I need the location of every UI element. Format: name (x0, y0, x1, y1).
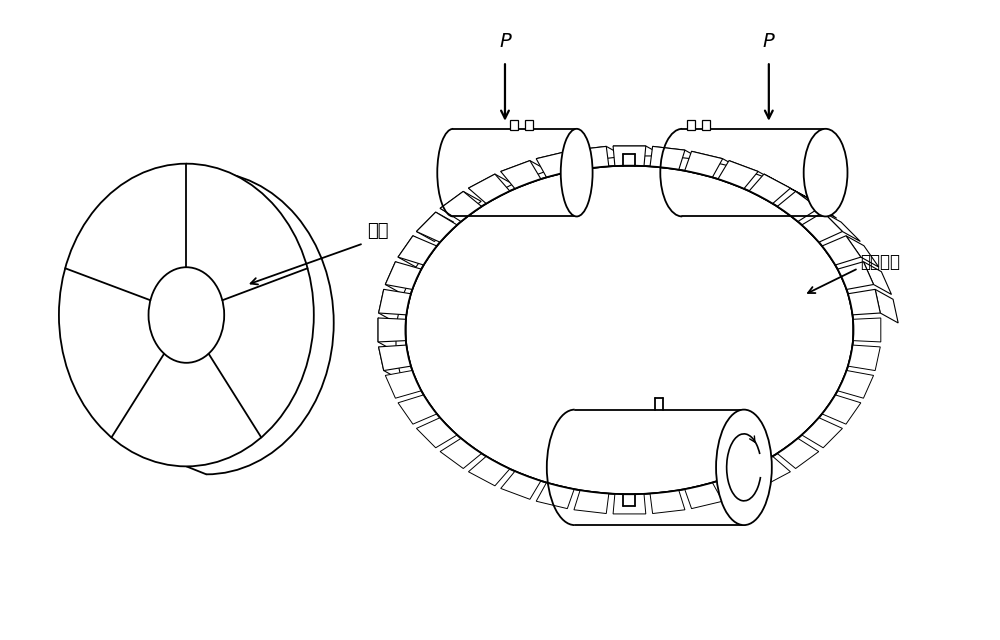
Polygon shape (685, 151, 723, 177)
Polygon shape (416, 212, 454, 241)
Polygon shape (379, 347, 402, 381)
Polygon shape (398, 395, 437, 424)
Polygon shape (385, 371, 421, 398)
Bar (525, 120, 533, 130)
Bar (687, 120, 695, 130)
Polygon shape (398, 236, 431, 267)
Polygon shape (574, 147, 624, 160)
Polygon shape (416, 212, 457, 242)
Polygon shape (692, 151, 741, 169)
Polygon shape (838, 262, 874, 289)
Polygon shape (838, 371, 874, 398)
Polygon shape (802, 418, 842, 448)
Polygon shape (822, 236, 861, 265)
Polygon shape (613, 494, 646, 514)
Polygon shape (379, 289, 411, 315)
Polygon shape (653, 147, 703, 160)
Polygon shape (416, 418, 457, 448)
Polygon shape (468, 456, 510, 486)
Polygon shape (848, 345, 880, 371)
Ellipse shape (716, 410, 772, 525)
Text: 试样: 试样 (368, 222, 389, 241)
Polygon shape (574, 147, 609, 170)
Polygon shape (468, 174, 513, 198)
Polygon shape (796, 191, 837, 218)
Polygon shape (749, 174, 790, 204)
Polygon shape (379, 345, 411, 371)
Polygon shape (764, 174, 808, 198)
Polygon shape (685, 483, 723, 509)
Polygon shape (379, 289, 402, 323)
Polygon shape (650, 490, 685, 513)
Ellipse shape (561, 129, 593, 216)
Polygon shape (749, 456, 790, 486)
Polygon shape (501, 161, 548, 181)
Ellipse shape (804, 129, 847, 216)
Polygon shape (536, 483, 574, 509)
Polygon shape (802, 212, 842, 242)
Polygon shape (501, 161, 541, 189)
Polygon shape (440, 191, 481, 218)
Polygon shape (853, 318, 881, 342)
Bar (702, 120, 710, 130)
Polygon shape (398, 236, 437, 265)
Polygon shape (613, 146, 646, 166)
Polygon shape (613, 146, 664, 156)
Polygon shape (863, 262, 891, 294)
Ellipse shape (405, 166, 853, 494)
Polygon shape (846, 236, 879, 267)
Polygon shape (468, 174, 510, 204)
Polygon shape (848, 289, 880, 315)
Polygon shape (574, 490, 609, 513)
Polygon shape (378, 318, 396, 352)
Polygon shape (440, 438, 482, 468)
Polygon shape (875, 289, 898, 323)
Polygon shape (729, 161, 776, 181)
Polygon shape (718, 161, 758, 189)
Text: P: P (499, 32, 511, 51)
Polygon shape (718, 471, 758, 499)
Polygon shape (650, 147, 685, 170)
Ellipse shape (59, 164, 314, 467)
Text: 对磨材料: 对磨材料 (860, 253, 900, 271)
Polygon shape (440, 191, 482, 221)
Polygon shape (385, 262, 421, 289)
Polygon shape (536, 151, 574, 177)
Polygon shape (777, 438, 819, 468)
Bar (510, 120, 518, 130)
Polygon shape (385, 262, 413, 294)
Polygon shape (378, 318, 406, 342)
Polygon shape (536, 151, 585, 169)
Polygon shape (822, 395, 861, 424)
Polygon shape (777, 191, 819, 221)
Ellipse shape (149, 268, 224, 363)
Polygon shape (823, 212, 860, 241)
Text: P: P (763, 32, 775, 51)
Polygon shape (501, 471, 541, 499)
